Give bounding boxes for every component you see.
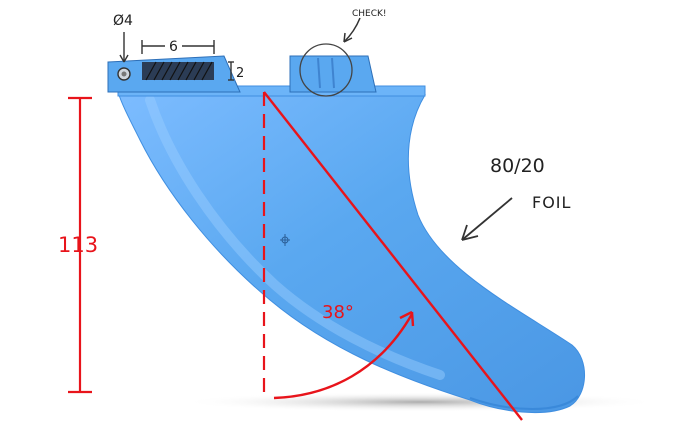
rake-line [263, 91, 523, 421]
rake-angle-label: 38° [322, 302, 354, 323]
rake-angle-arrowhead [399, 310, 415, 327]
check-arrowhead [343, 32, 353, 43]
check-note: CHECK! [352, 9, 387, 19]
diameter-callout [119, 32, 129, 63]
center-mark [280, 234, 290, 246]
fin-body [117, 91, 585, 414]
screw-hole-center [121, 71, 127, 77]
foil-ratio-label: 80/20 [490, 155, 545, 177]
foil-word-label: FOIL [532, 193, 571, 212]
tab-width-label: 6 [169, 39, 178, 55]
floor-shadow [180, 392, 660, 412]
tab-hatch-lines [145, 61, 213, 81]
rake-angle-arc [273, 313, 414, 400]
check-circle [299, 43, 353, 97]
height-dimension [228, 61, 234, 81]
width-dimension [141, 40, 215, 54]
fin-height-dimension [68, 96, 92, 394]
fin-height-label: 113 [58, 233, 98, 257]
diameter-label: Ø4 [113, 13, 133, 29]
fin-highlight [145, 95, 445, 380]
tab-height-label: 2 [236, 66, 244, 81]
fin-tip-rim [469, 395, 579, 410]
right-tab-groove [317, 57, 335, 89]
foil-arrow [461, 197, 513, 241]
